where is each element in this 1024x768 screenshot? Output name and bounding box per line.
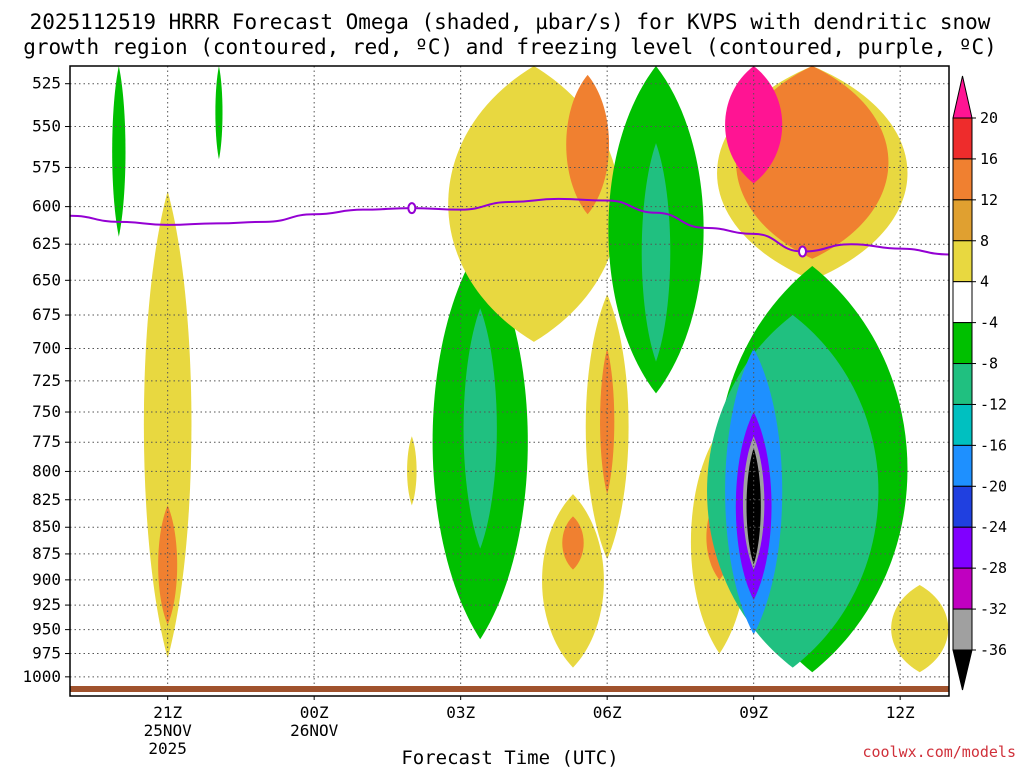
colorbar-label-12: 12 bbox=[980, 191, 998, 209]
colorbar-box-8 bbox=[952, 444, 973, 487]
y-tick-label-875: 875 bbox=[32, 544, 61, 563]
omega-region-yellow-plume-21z bbox=[143, 191, 192, 659]
x-tick-label-21Z: 21Z bbox=[153, 703, 182, 722]
colorbar-box-9 bbox=[952, 485, 973, 528]
y-tick-label-975: 975 bbox=[32, 644, 61, 663]
colorbar-box-6 bbox=[952, 363, 973, 405]
colorbar: 20 16 12 8 4 -4 -8 -12 -16 -20 -24 -28 -32 -36 bbox=[952, 75, 1007, 691]
colorbar-label-8: 8 bbox=[980, 232, 989, 250]
omega-region-teal-upper-07z bbox=[641, 143, 671, 362]
colorbar-label--36: -36 bbox=[980, 641, 1007, 659]
y-tick-label-650: 650 bbox=[32, 270, 61, 289]
colorbar-label--12: -12 bbox=[980, 395, 1007, 413]
y-tick-label-600: 600 bbox=[32, 197, 61, 216]
colorbar-box-12 bbox=[952, 608, 973, 651]
omega-region-teal-core-03z bbox=[463, 308, 497, 549]
colorbar-box-1 bbox=[952, 158, 973, 201]
omega-region-yellow-12z bbox=[891, 584, 949, 673]
omega-region-orange-upper-05z bbox=[566, 74, 610, 215]
freezing-level-label-1 bbox=[407, 202, 417, 215]
y-tick-label-625: 625 bbox=[32, 234, 61, 253]
y-tick-label-775: 775 bbox=[32, 432, 61, 451]
x-tick-label-09Z: 09Z bbox=[739, 703, 768, 722]
x-tick-label-03Z: 03Z bbox=[446, 703, 475, 722]
grid-lines bbox=[70, 66, 949, 690]
y-tick-label-750: 750 bbox=[32, 402, 61, 421]
x-tick-date-00Z: 26NOV bbox=[290, 721, 339, 740]
colorbar-bottom-arrow bbox=[952, 649, 973, 691]
x-tick-year-21Z: 2025 bbox=[148, 739, 187, 758]
omega-region-yellow-small-02z bbox=[407, 436, 417, 506]
colorbar-box-0 bbox=[952, 117, 973, 160]
chart-title-line2: growth region (contoured, red, ºC) and f… bbox=[23, 35, 997, 59]
freezing-level-layer bbox=[70, 197, 949, 258]
colorbar-label--8: -8 bbox=[980, 355, 998, 373]
colorbar-top-arrow bbox=[952, 75, 973, 119]
y-tick-label-700: 700 bbox=[32, 339, 61, 358]
colorbar-label--16: -16 bbox=[980, 436, 1007, 454]
y-tick-label-1000: 1000 bbox=[22, 667, 61, 686]
chart-title-line1: 2025112519 HRRR Forecast Omega (shaded, … bbox=[30, 10, 991, 34]
y-tick-label-825: 825 bbox=[32, 490, 61, 509]
omega-region-yellow-05z bbox=[542, 494, 604, 668]
colorbar-box-5 bbox=[952, 322, 973, 365]
x-axis-label: Forecast Time (UTC) bbox=[401, 747, 618, 768]
y-tick-label-800: 800 bbox=[32, 461, 61, 480]
y-tick-label-725: 725 bbox=[32, 371, 61, 390]
y-tick-label-950: 950 bbox=[32, 620, 61, 639]
x-tick-label-12Z: 12Z bbox=[886, 703, 915, 722]
colorbar-box-3 bbox=[952, 240, 973, 283]
colorbar-box-10 bbox=[952, 526, 973, 569]
colorbar-box-4 bbox=[952, 281, 973, 324]
x-tick-label-06Z: 06Z bbox=[593, 703, 622, 722]
omega-region-orange-05z bbox=[562, 516, 584, 570]
y-tick-label-675: 675 bbox=[32, 305, 61, 324]
y-tick-label-900: 900 bbox=[32, 570, 61, 589]
omega-region-orange-plume-21z bbox=[158, 505, 178, 625]
colorbar-label--20: -20 bbox=[980, 477, 1007, 495]
colorbar-label--4: -4 bbox=[980, 314, 998, 332]
freezing-level-label-2 bbox=[798, 245, 807, 258]
colorbar-label-20: 20 bbox=[980, 109, 998, 127]
omega-region-green-col-22z bbox=[215, 66, 223, 160]
y-tick-label-525: 525 bbox=[32, 74, 61, 93]
colorbar-box-7 bbox=[952, 403, 973, 446]
y-axis-ticks: 525 550 575 600 625 650 675 700 725 750 775 800 825 8… bbox=[22, 74, 70, 686]
colorbar-box-11 bbox=[952, 567, 973, 610]
colorbar-label--28: -28 bbox=[980, 559, 1007, 577]
colorbar-label--24: -24 bbox=[980, 518, 1007, 536]
colorbar-label-16: 16 bbox=[980, 150, 998, 168]
omega-region-orange-06z bbox=[600, 348, 615, 495]
colorbar-label-4: 4 bbox=[980, 273, 989, 291]
y-tick-label-850: 850 bbox=[32, 517, 61, 536]
colorbar-box-2 bbox=[952, 199, 973, 242]
credit-text[interactable]: coolwx.com/models bbox=[862, 743, 1016, 761]
omega-region-green-col-20z bbox=[112, 66, 126, 237]
colorbar-label--32: -32 bbox=[980, 600, 1007, 618]
omega-shading bbox=[112, 66, 949, 673]
x-tick-date-21Z: 25NOV bbox=[144, 721, 193, 740]
omega-region-black-09z bbox=[746, 448, 761, 565]
y-tick-label-550: 550 bbox=[32, 117, 61, 136]
y-tick-label-575: 575 bbox=[32, 157, 61, 176]
terrain-surface bbox=[70, 686, 949, 692]
x-tick-label-00Z: 00Z bbox=[300, 703, 329, 722]
y-tick-label-925: 925 bbox=[32, 595, 61, 614]
